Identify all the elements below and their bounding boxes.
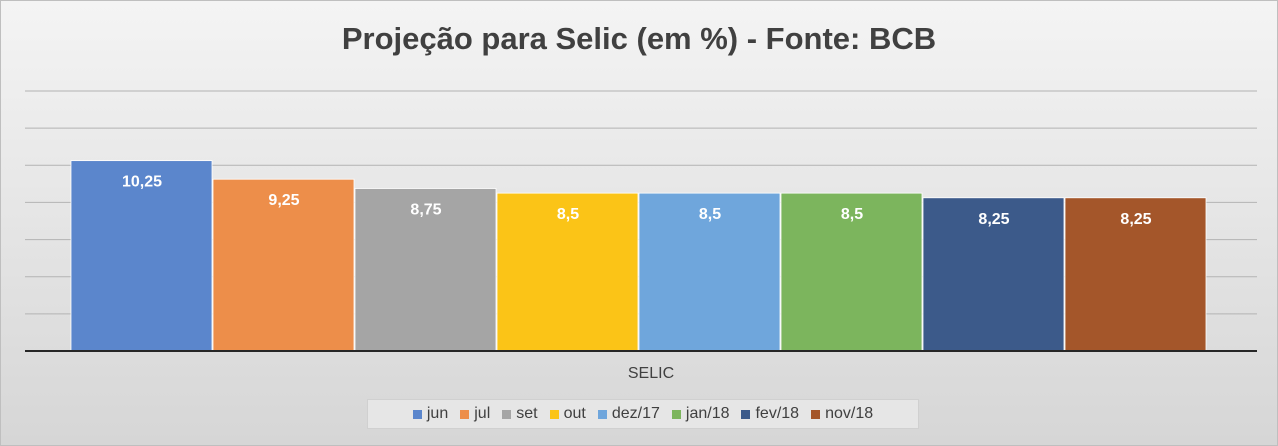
legend-swatch <box>811 409 821 419</box>
chart-title: Projeção para Selic (em %) - Fonte: BCB <box>341 21 937 56</box>
bar-nov-18 <box>1064 197 1207 352</box>
data-label: 8,25 <box>1120 211 1151 228</box>
legend-item: dez/17 <box>597 405 660 423</box>
legend-label: jul <box>474 405 491 422</box>
data-label: 8,5 <box>699 206 721 223</box>
data-label: 8,5 <box>841 206 863 223</box>
legend-swatch <box>597 409 607 419</box>
legend-label: dez/17 <box>611 405 660 422</box>
data-label: 8,25 <box>978 211 1009 228</box>
bar-fev-18 <box>922 197 1065 352</box>
legend-swatch <box>502 409 512 419</box>
legend-item: jan/18 <box>671 405 730 423</box>
legend-item: jun <box>412 405 449 423</box>
legend-label: out <box>563 405 586 422</box>
legend-swatch <box>549 409 559 419</box>
bar-out <box>496 192 639 352</box>
legend-label: set <box>516 405 538 422</box>
legend-item: nov/18 <box>811 405 873 423</box>
bar-jul <box>212 178 355 352</box>
legend-item: fev/18 <box>741 405 799 423</box>
legend-label: jan/18 <box>685 405 730 422</box>
legend-swatch <box>412 409 422 419</box>
legend-item: out <box>549 405 586 423</box>
legend-label: fev/18 <box>755 405 800 422</box>
legend-item: jul <box>460 405 490 423</box>
data-label: 10,25 <box>122 174 162 191</box>
bar-jan-18 <box>780 192 923 352</box>
bar-dez-17 <box>638 192 781 352</box>
data-label: 8,5 <box>557 206 579 223</box>
legend-label: nov/18 <box>825 405 874 422</box>
bar-jun <box>70 160 213 352</box>
legend: jun jul set out dez/17 jan/18 fev/18 nov/18 <box>367 399 919 429</box>
data-label: 8,75 <box>410 202 441 219</box>
data-label: 9,25 <box>268 192 299 209</box>
legend-swatch <box>460 409 470 419</box>
legend-label: jun <box>426 405 449 422</box>
legend-swatch <box>741 409 751 419</box>
x-tick-label: SELIC <box>628 365 674 382</box>
legend-swatch <box>671 409 681 419</box>
legend-item: set <box>502 405 538 423</box>
